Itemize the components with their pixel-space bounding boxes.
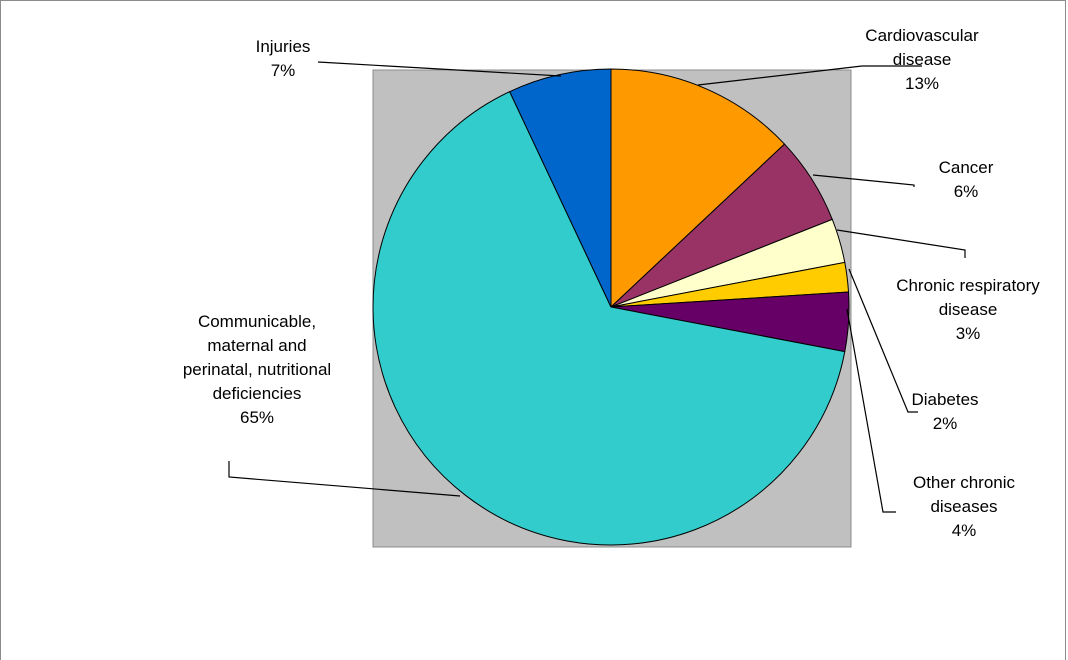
leader-line-injuries <box>317 61 562 77</box>
data-label-cancer: Cancer 6% <box>939 158 994 201</box>
slices <box>372 68 850 546</box>
data-label-communicable-maternal-and-perinatal-nutritional-deficiencies: Communicable, maternal and perinatal, nutr… <box>183 312 331 427</box>
data-label-cardiovascular-disease: Cardiovascular disease 13% <box>865 26 979 93</box>
data-label-injuries: Injuries 7% <box>256 37 311 80</box>
data-label-diabetes: Diabetes 2% <box>911 390 978 433</box>
leader-line-cancer <box>812 174 915 187</box>
leader-line-diabetes <box>848 268 918 413</box>
leader-line-chronic-respiratory-disease <box>836 229 966 258</box>
data-label-other-chronic-diseases: Other chronic diseases 4% <box>913 473 1016 540</box>
pie-slice-injuries <box>508 68 612 308</box>
leader-line-cardiovascular-disease <box>697 65 922 86</box>
leader-lines <box>228 61 966 513</box>
data-label-chronic-respiratory-disease: Chronic respiratory disease 3% <box>896 276 1040 343</box>
leader-line-other-chronic-diseases <box>846 308 896 513</box>
data-labels: Cardiovascular disease 13% Cancer 6% Chronic … <box>183 26 1040 540</box>
pie-slice-communicable-maternal-and-perinatal-nutritional-deficiencies <box>372 90 846 546</box>
leader-line-communicable-maternal-and-perinatal-nutritional-deficiencies <box>228 461 461 497</box>
pie-slice-cardiovascular-disease <box>610 68 786 309</box>
